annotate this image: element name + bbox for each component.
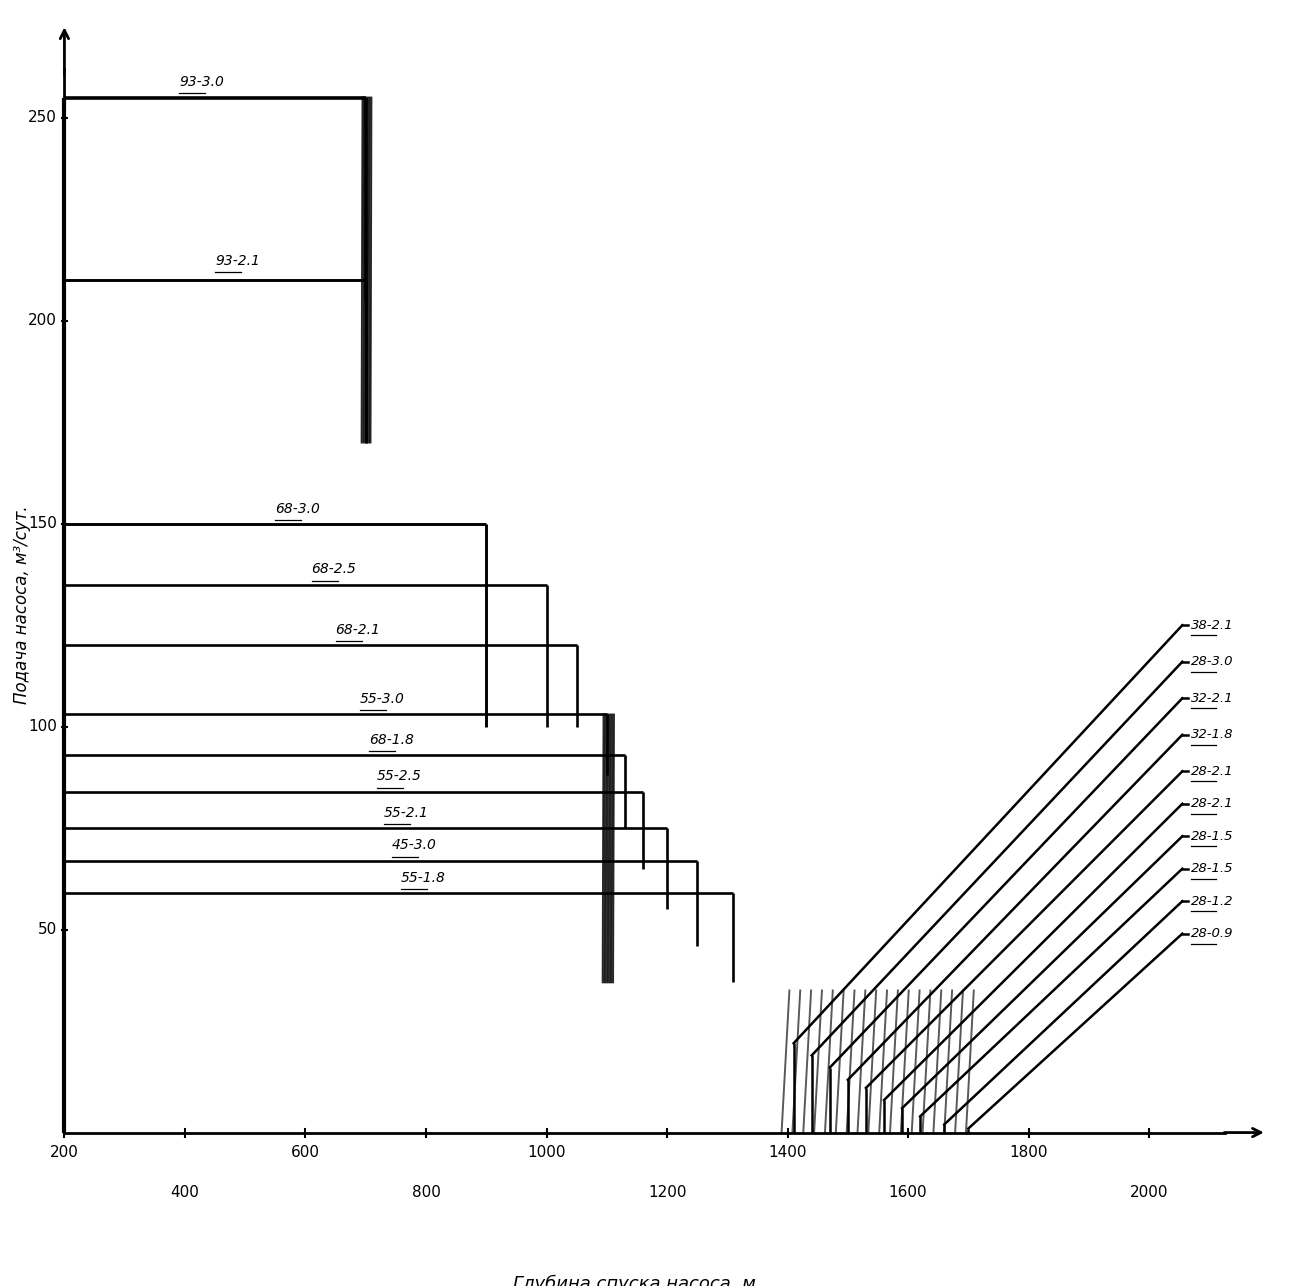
Text: 1600: 1600 — [889, 1186, 927, 1200]
Text: 45-3.0: 45-3.0 — [391, 838, 437, 853]
Text: 28-0.9: 28-0.9 — [1192, 927, 1234, 940]
Text: 55-3.0: 55-3.0 — [360, 692, 404, 706]
Text: 32-2.1: 32-2.1 — [1192, 692, 1234, 705]
Text: 400: 400 — [171, 1186, 200, 1200]
Text: 28-1.5: 28-1.5 — [1192, 829, 1234, 842]
Text: 600: 600 — [291, 1145, 319, 1160]
Text: 1800: 1800 — [1009, 1145, 1048, 1160]
Text: 68-1.8: 68-1.8 — [369, 733, 413, 747]
Text: Подача насоса, м³/сут.: Подача насоса, м³/сут. — [13, 505, 31, 705]
Text: 100: 100 — [29, 719, 57, 734]
Text: 38-2.1: 38-2.1 — [1192, 619, 1234, 631]
Text: 200: 200 — [29, 314, 57, 328]
Text: 55-2.1: 55-2.1 — [383, 806, 429, 820]
Text: 28-3.0: 28-3.0 — [1192, 656, 1234, 669]
Text: 250: 250 — [29, 111, 57, 125]
Text: 28-1.5: 28-1.5 — [1192, 862, 1234, 876]
Text: 28-2.1: 28-2.1 — [1192, 765, 1234, 778]
Text: 800: 800 — [412, 1186, 441, 1200]
Text: 32-1.8: 32-1.8 — [1192, 728, 1234, 741]
Text: 28-2.1: 28-2.1 — [1192, 797, 1234, 810]
Text: 150: 150 — [29, 516, 57, 531]
Text: 50: 50 — [38, 922, 57, 937]
Text: 68-2.1: 68-2.1 — [335, 624, 381, 638]
Text: Глубина спуска насоса, м.: Глубина спуска насоса, м. — [512, 1274, 762, 1286]
Text: 93-3.0: 93-3.0 — [179, 76, 224, 90]
Text: 1400: 1400 — [768, 1145, 807, 1160]
Text: 1200: 1200 — [648, 1186, 686, 1200]
Text: 68-3.0: 68-3.0 — [275, 502, 321, 516]
Text: 28-1.2: 28-1.2 — [1192, 895, 1234, 908]
Text: 68-2.5: 68-2.5 — [312, 562, 356, 576]
Text: 2000: 2000 — [1131, 1186, 1168, 1200]
Text: 93-2.1: 93-2.1 — [215, 255, 259, 267]
Text: 200: 200 — [50, 1145, 78, 1160]
Text: 1000: 1000 — [527, 1145, 566, 1160]
Text: 55-1.8: 55-1.8 — [400, 871, 446, 885]
Text: 55-2.5: 55-2.5 — [377, 769, 421, 783]
